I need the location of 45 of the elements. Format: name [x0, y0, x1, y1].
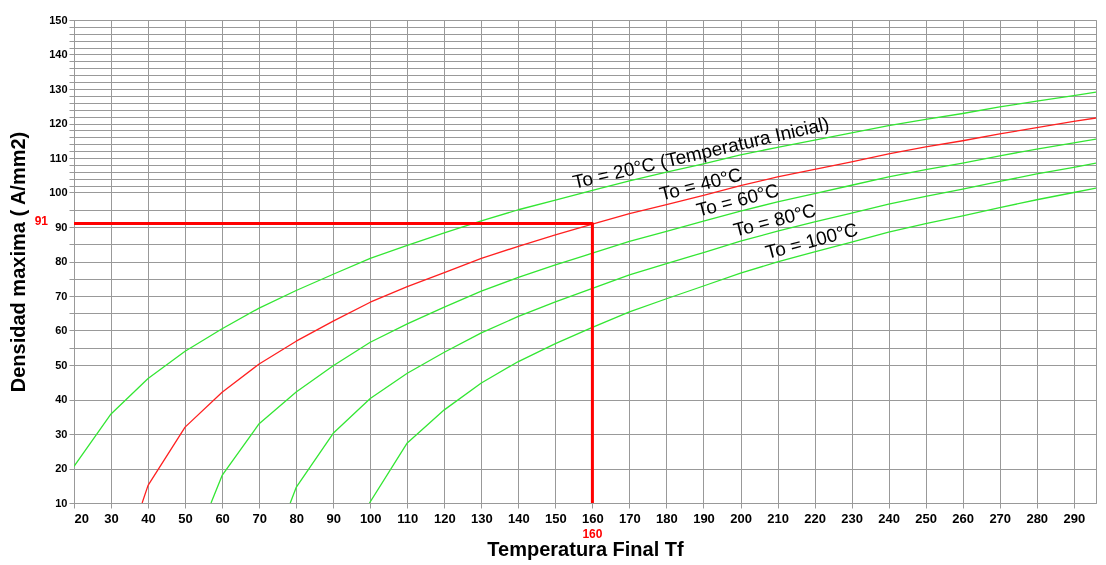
x-tick-label: 180 [656, 510, 678, 526]
y-tick-label: 10 [55, 496, 68, 509]
y-tick-label: 130 [49, 82, 68, 95]
x-tick-label: 100 [359, 510, 382, 526]
x-tick-label: 120 [433, 510, 456, 526]
y-tick-label: 100 [49, 186, 68, 198]
x-tick-label: 210 [767, 510, 789, 526]
y-tick-label: 150 [49, 13, 68, 26]
x-tick-label: 130 [470, 510, 493, 526]
y-tick-label: 60 [55, 324, 68, 336]
x-tick-label: 40 [141, 510, 156, 526]
x-tick-label: 140 [508, 510, 530, 526]
x-tick-label: 110 [397, 510, 419, 526]
x-tick-label: 260 [952, 510, 975, 526]
y-tick-label: 90 [55, 220, 68, 233]
x-tick-label: 240 [878, 510, 900, 526]
y-tick-label: 140 [49, 48, 68, 60]
x-tick-label: 80 [289, 510, 304, 526]
y-tick-label: 70 [55, 289, 68, 302]
x-tick-label: 200 [730, 510, 752, 526]
x-tick-label: 160 [582, 510, 604, 526]
x-tick-label: 150 [545, 510, 567, 526]
y-tick-label: 40 [55, 393, 68, 405]
x-tick-label: 20 [74, 510, 89, 526]
x-tick-label: 220 [804, 510, 826, 526]
y-tick-label: 110 [49, 151, 68, 164]
y-tick-label: 50 [55, 358, 68, 371]
y-axis-title: Densidad maxima ( A/mm2) [7, 131, 30, 393]
x-tick-label: 230 [841, 510, 863, 526]
x-tick-label: 70 [252, 510, 267, 526]
y-tick-label: 120 [49, 117, 68, 129]
y-tick-label: 20 [55, 462, 68, 474]
y-tick-label: 30 [55, 427, 68, 440]
annotation: 91 [34, 213, 49, 228]
y-tick-label: 80 [55, 255, 68, 267]
x-tick-label: 60 [215, 510, 230, 526]
x-tick-label: 30 [104, 510, 119, 526]
x-tick-label: 290 [1063, 510, 1086, 526]
x-tick-label: 250 [915, 510, 938, 526]
x-tick-label: 270 [989, 510, 1012, 526]
x-tick-label: 280 [1026, 510, 1049, 526]
x-tick-label: 170 [619, 510, 641, 526]
x-tick-label: 190 [693, 510, 715, 526]
x-tick-label: 90 [326, 510, 341, 526]
x-tick-label: 50 [178, 510, 193, 526]
